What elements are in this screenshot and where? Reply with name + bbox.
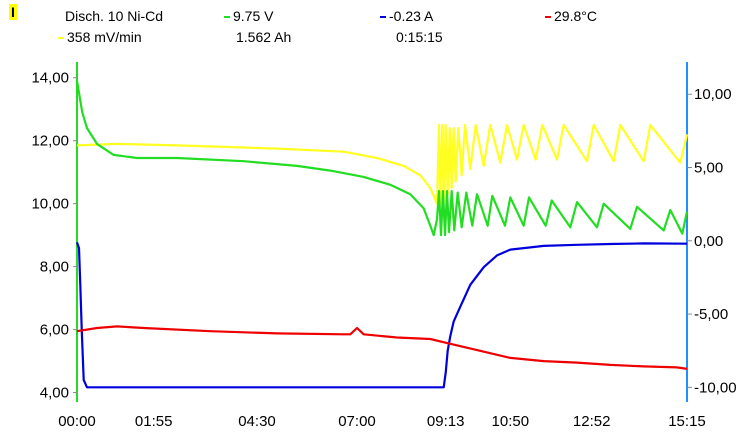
x-tick-label: 07:00	[338, 413, 376, 430]
left-tick-label: 6,00	[40, 322, 69, 339]
x-tick-label: 10:50	[492, 413, 530, 430]
slope-readout: 358 mV/min	[58, 29, 142, 45]
left-tick-label: 12,00	[31, 133, 69, 150]
right-tick-label: 5,00	[694, 160, 723, 177]
slope-series-line	[76, 123, 689, 205]
left-tick-label: 10,00	[31, 196, 69, 213]
x-tick-label: 12:52	[573, 413, 611, 430]
temperature-readout: 29.8°C	[545, 8, 597, 24]
current-value: -0.23 A	[389, 8, 434, 24]
current-swatch	[380, 16, 386, 19]
slope-swatch	[58, 37, 64, 40]
voltage-value: 9.75 V	[233, 8, 274, 24]
current-series-line	[75, 241, 688, 389]
slope-value: 358 mV/min	[67, 29, 142, 45]
marker-flag: I	[9, 4, 17, 20]
left-tick-label: 4,00	[40, 385, 69, 402]
left-tick-label: 14,00	[31, 70, 69, 87]
voltage-swatch	[224, 16, 230, 19]
right-tick-label: -10,00	[694, 379, 737, 396]
x-tick-label: 15:15	[668, 413, 706, 430]
capacity-readout: 1.562 Ah	[236, 29, 292, 45]
right-tick-label: -5,00	[694, 306, 728, 323]
temperature-series-line	[76, 325, 688, 370]
temperature-value: 29.8°C	[554, 8, 597, 24]
left-tick-label: 8,00	[40, 259, 69, 276]
elapsed-readout: 0:15:15	[396, 29, 443, 45]
x-tick-label: 04:30	[238, 413, 276, 430]
x-tick-label: 00:00	[58, 413, 96, 430]
voltage-series-line	[75, 80, 689, 237]
mode-label: Disch. 10 Ni-Cd	[65, 8, 164, 24]
x-tick-label: 01:55	[135, 413, 173, 430]
right-tick-label: 0,00	[694, 233, 723, 250]
right-tick-label: 10,00	[694, 86, 732, 103]
x-tick-label: 09:13	[427, 413, 465, 430]
temperature-swatch	[545, 16, 551, 19]
current-readout: -0.23 A	[380, 8, 433, 24]
voltage-readout: 9.75 V	[224, 8, 273, 24]
